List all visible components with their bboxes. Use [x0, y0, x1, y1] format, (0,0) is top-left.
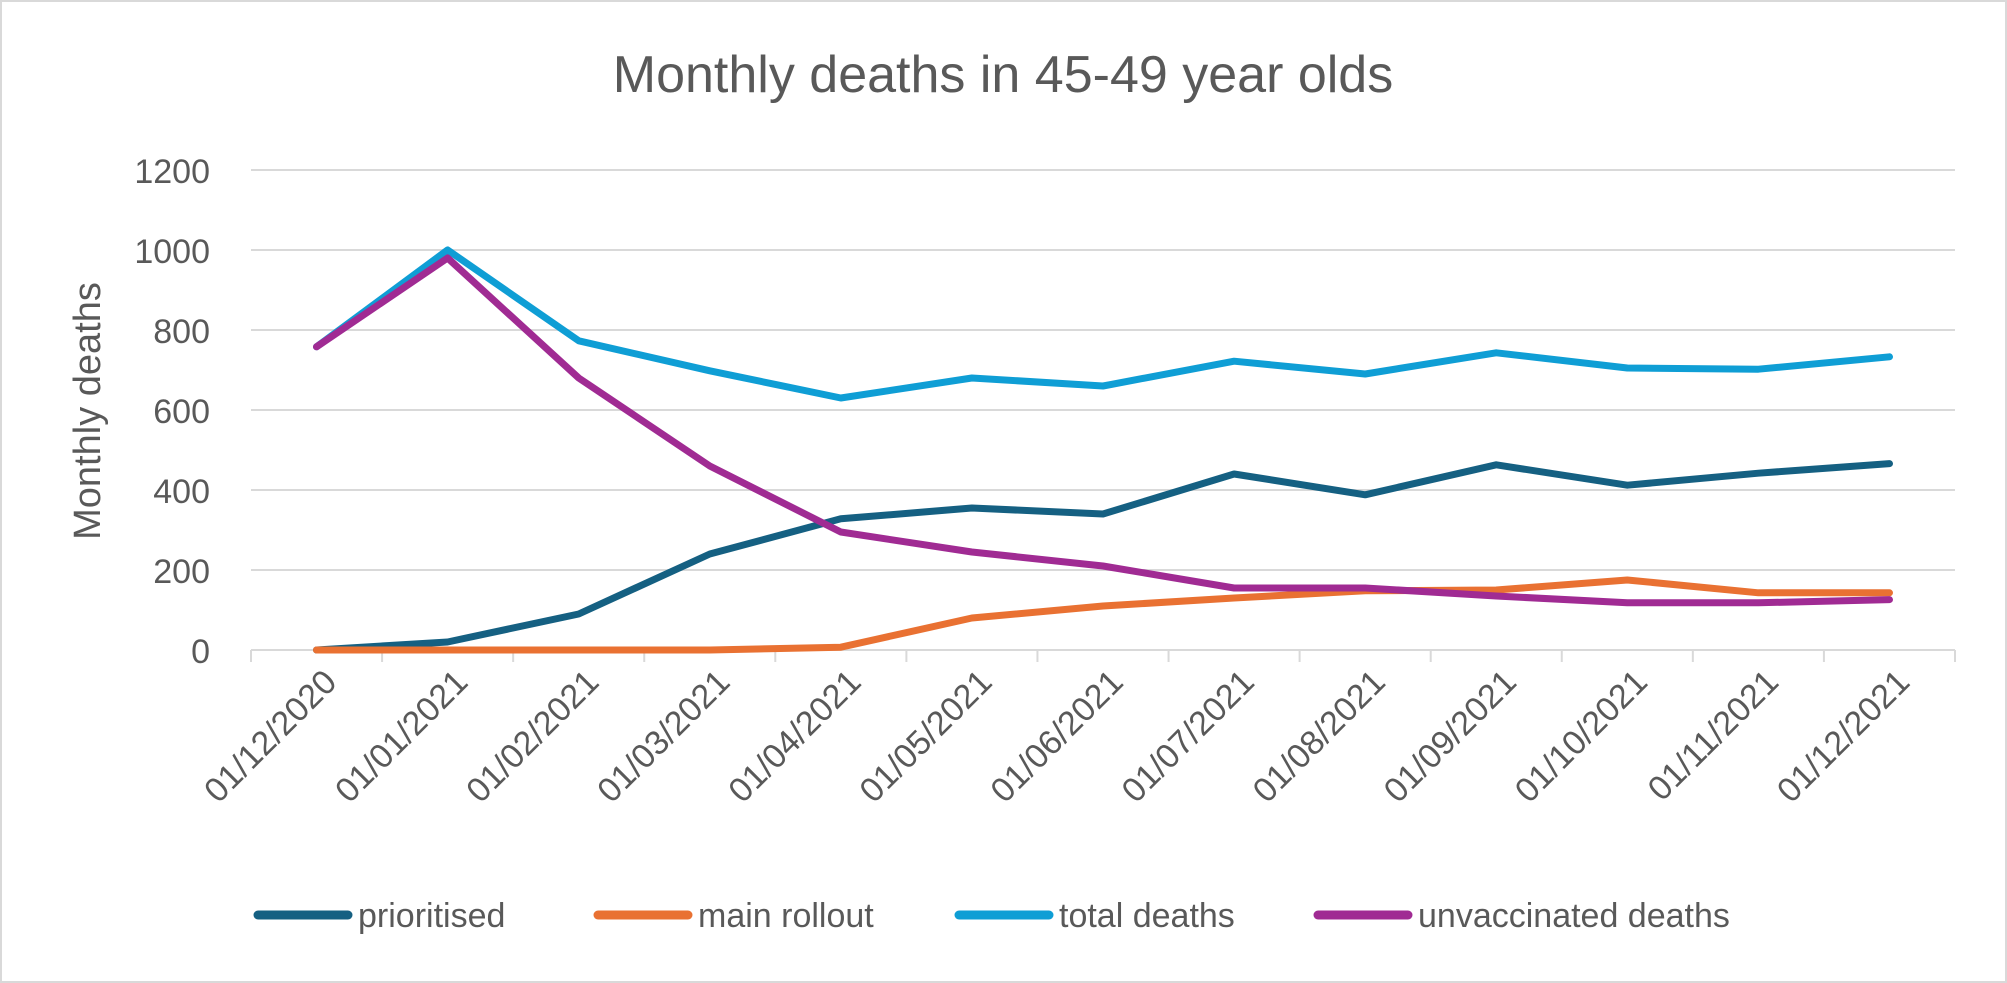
series-lines [313, 246, 1893, 654]
series-line-unvaccinated-deaths [313, 254, 1893, 607]
legend: prioritised main rollout total deaths unvac… [253, 897, 1730, 935]
gridlines [251, 169, 1955, 571]
y-tick-label: 0 [191, 633, 210, 671]
y-axis-label: Monthly deaths [67, 282, 109, 540]
series-line-main-rollout [313, 576, 1893, 654]
legend-label: prioritised [358, 897, 505, 935]
y-tick-label: 400 [153, 473, 210, 511]
legend-label: unvaccinated deaths [1418, 897, 1730, 935]
series-line-prioritised [313, 460, 1893, 654]
y-tick-label: 800 [153, 313, 210, 351]
y-tick-label: 1000 [134, 233, 210, 271]
chart-title: Monthly deaths in 45-49 year olds [613, 46, 1393, 104]
series-line-total-deaths [313, 246, 1893, 402]
y-tick-label: 600 [153, 393, 210, 431]
y-tick-label: 1200 [134, 153, 210, 191]
legend-label: main rollout [698, 897, 874, 935]
y-tick-labels: 0 200 400 600 800 1000 1200 [134, 153, 210, 671]
legend-label: total deaths [1059, 897, 1235, 935]
y-tick-label: 200 [153, 553, 210, 591]
